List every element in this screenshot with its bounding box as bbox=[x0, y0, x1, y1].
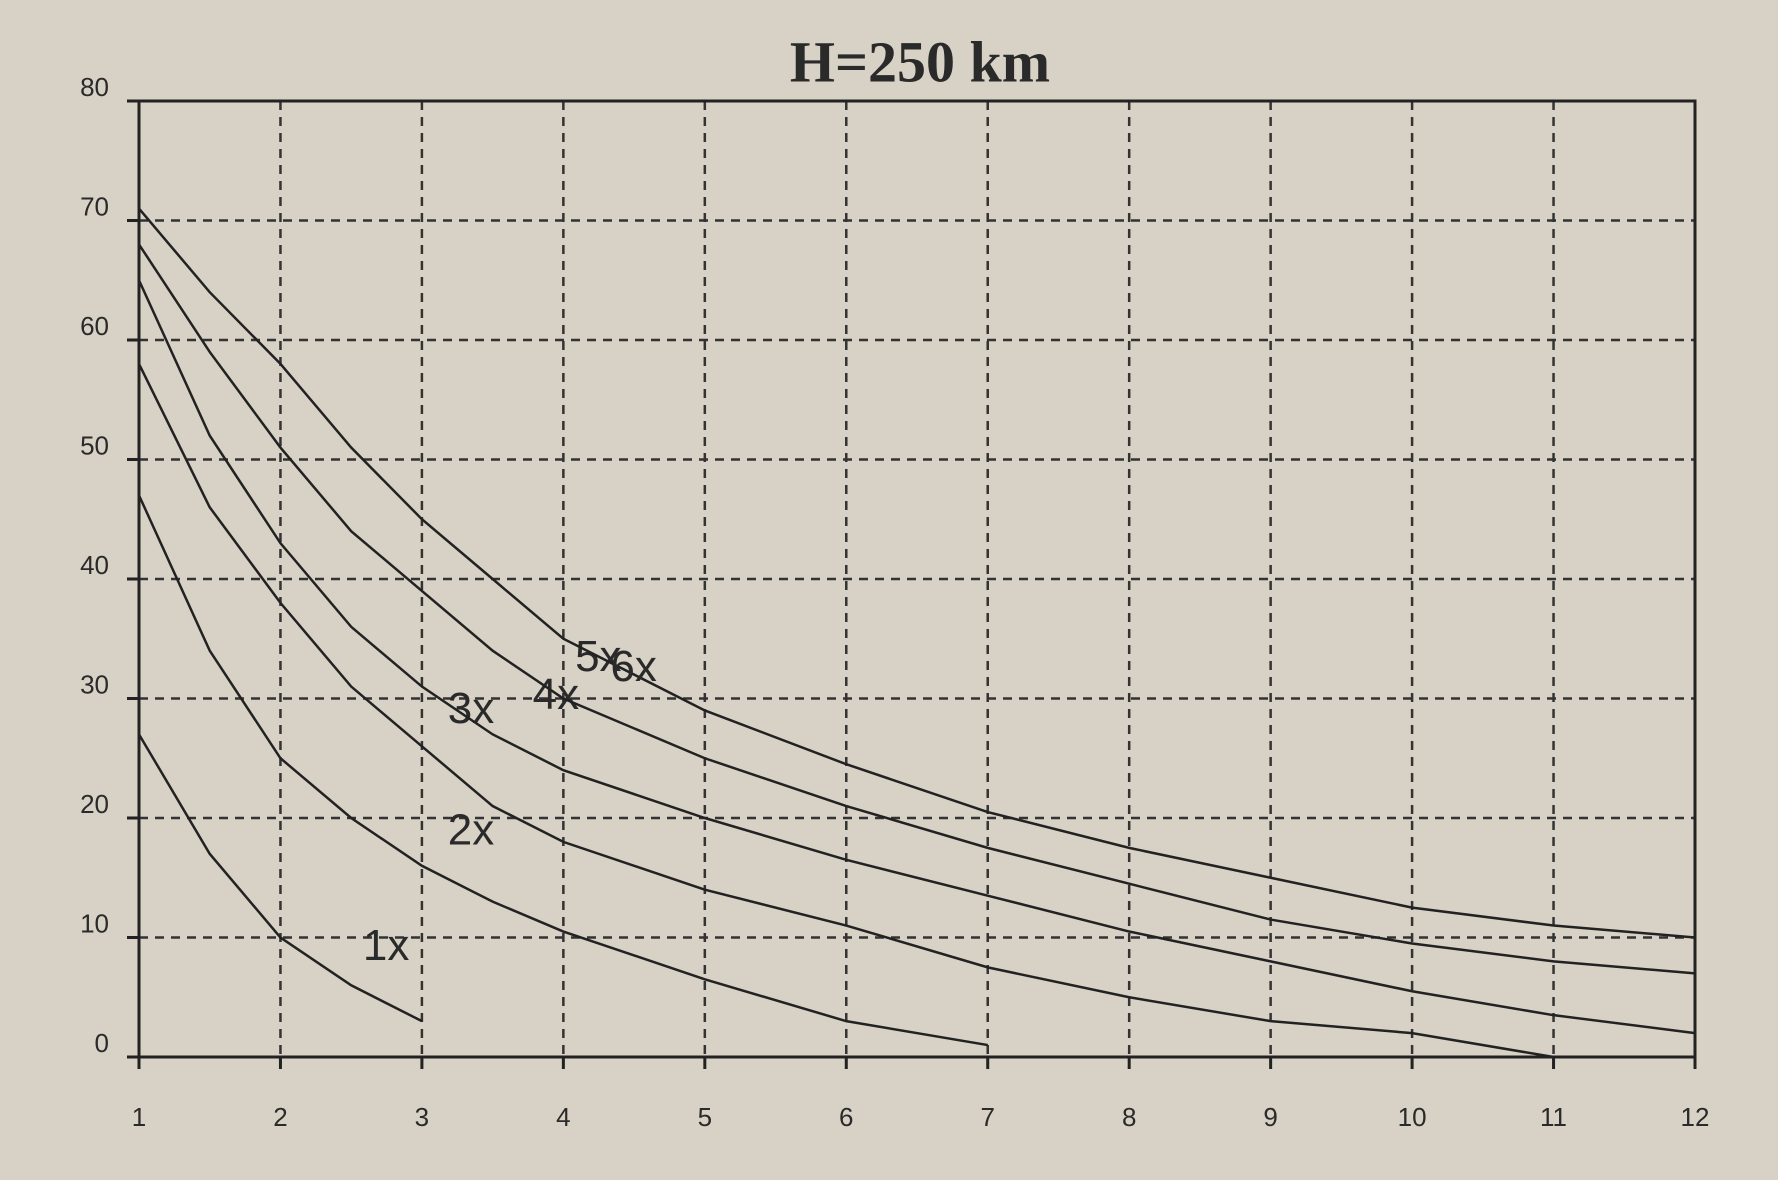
series-label: 6x bbox=[610, 642, 656, 691]
y-tick-label: 60 bbox=[80, 311, 109, 341]
y-tick-label: 70 bbox=[80, 191, 109, 221]
x-tick-label: 10 bbox=[1398, 1102, 1427, 1132]
x-tick-label: 12 bbox=[1681, 1102, 1710, 1132]
x-tick-label: 7 bbox=[980, 1102, 994, 1132]
series-label: 1x bbox=[363, 921, 409, 970]
series-label: 2x bbox=[448, 805, 494, 854]
y-tick-label: 10 bbox=[80, 908, 109, 938]
series-line bbox=[137, 733, 423, 1023]
x-tick-label: 4 bbox=[556, 1102, 570, 1132]
y-tick-label: 50 bbox=[80, 430, 109, 460]
x-tick-label: 9 bbox=[1263, 1102, 1277, 1132]
x-tick-label: 3 bbox=[415, 1102, 429, 1132]
x-tick-label: 1 bbox=[132, 1102, 146, 1132]
series-line bbox=[137, 494, 988, 1047]
x-tick-label: 5 bbox=[698, 1102, 712, 1132]
plot-frame bbox=[137, 99, 1697, 1059]
x-tick-label: 11 bbox=[1540, 1102, 1567, 1132]
series-line bbox=[138, 207, 1696, 939]
series-line bbox=[137, 363, 1554, 1059]
x-tick-label: 2 bbox=[273, 1102, 287, 1132]
chart-title: H=250 km bbox=[790, 29, 1050, 94]
x-tick-label: 6 bbox=[839, 1102, 853, 1132]
y-tick-label: 80 bbox=[80, 72, 109, 102]
x-tick-label: 8 bbox=[1122, 1102, 1136, 1132]
y-tick-label: 20 bbox=[80, 789, 109, 819]
series-line bbox=[137, 279, 1696, 1035]
y-tick-label: 40 bbox=[80, 550, 109, 580]
y-tick-label: 0 bbox=[95, 1028, 109, 1058]
y-tick-label: 30 bbox=[80, 669, 109, 699]
series-line bbox=[137, 243, 1696, 975]
